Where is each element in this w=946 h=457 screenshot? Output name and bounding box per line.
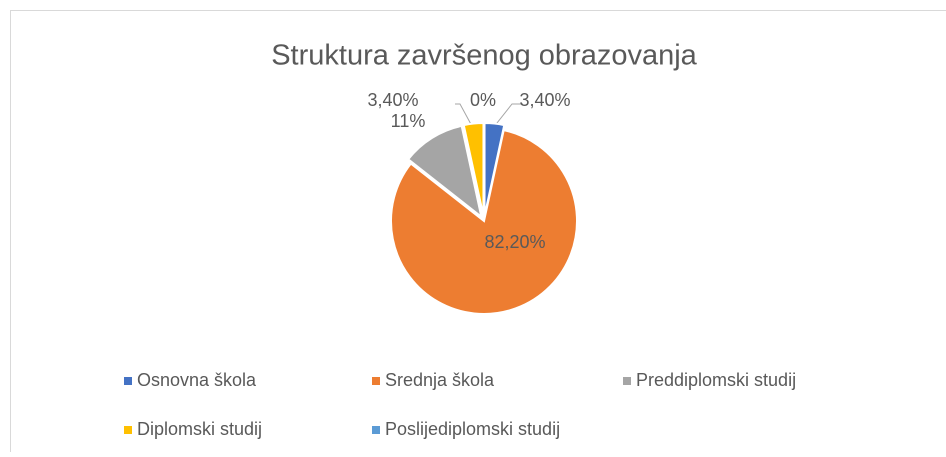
data-label: 3,40% xyxy=(367,90,418,110)
legend-label: Poslijediplomski studij xyxy=(385,419,560,439)
legend-swatch xyxy=(124,426,132,434)
legend-swatch xyxy=(124,377,132,385)
chart-title: Struktura završenog obrazovanja xyxy=(271,40,697,72)
data-label: 82,20% xyxy=(484,232,545,252)
data-label: 0% xyxy=(470,90,496,110)
legend-swatch xyxy=(372,426,380,434)
legend-label: Preddiplomski studij xyxy=(636,370,796,390)
legend-label: Srednja škola xyxy=(385,370,495,390)
legend-swatch xyxy=(623,377,631,385)
data-label: 11% xyxy=(391,111,426,131)
legend-label: Osnovna škola xyxy=(137,370,257,390)
legend-swatch xyxy=(372,377,380,385)
data-label: 3,40% xyxy=(519,90,570,110)
legend-label: Diplomski studij xyxy=(137,419,262,439)
